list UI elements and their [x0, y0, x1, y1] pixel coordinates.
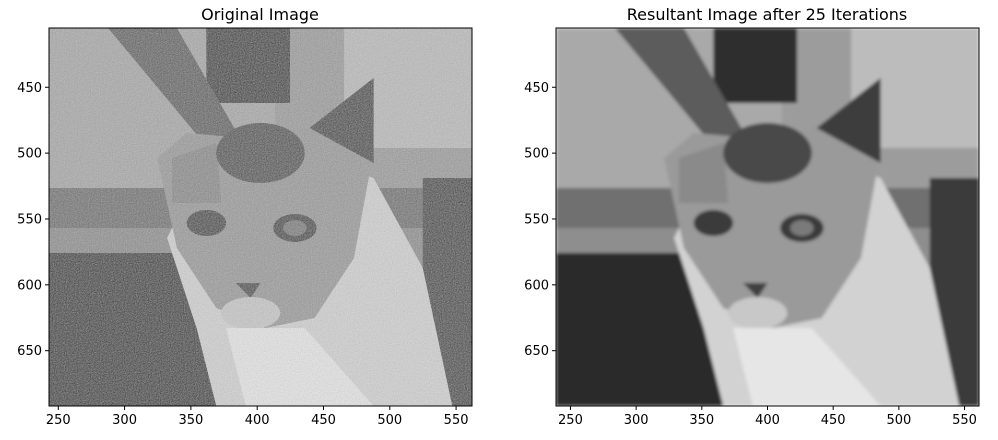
- denoised-cat-image: [556, 28, 979, 406]
- panel-result: Resultant Image after 25 Iterations 250 3…: [524, 5, 980, 428]
- axes: 250 300 350 400 450 500 550 450 500 550 600 650: [17, 81, 468, 428]
- x-tick-label: 500: [377, 413, 402, 428]
- y-tick-label: 500: [17, 147, 42, 162]
- panel-original: Original Image 250 300 350 400 450 500 550 450 5…: [17, 5, 473, 428]
- x-tick-label: 400: [245, 413, 270, 428]
- x-tick-label: 550: [444, 413, 469, 428]
- x-tick-label: 400: [755, 413, 780, 428]
- axes: 250 300 350 400 450 500 550 450 500 550 600 650: [524, 81, 977, 428]
- x-tick-label: 450: [821, 413, 846, 428]
- x-tick-label: 250: [558, 413, 583, 428]
- y-tick-label: 600: [17, 278, 42, 293]
- y-tick-label: 550: [17, 212, 42, 227]
- y-tick-label: 650: [17, 344, 42, 359]
- x-tick-label: 450: [311, 413, 336, 428]
- x-tick-label: 350: [178, 413, 203, 428]
- x-tick-label: 300: [112, 413, 137, 428]
- y-tick-label: 450: [524, 81, 549, 96]
- y-tick-label: 600: [524, 278, 549, 293]
- panel-title: Resultant Image after 25 Iterations: [627, 5, 908, 24]
- panel-title: Original Image: [201, 5, 319, 24]
- x-tick-label: 550: [952, 413, 977, 428]
- noisy-cat-image: [49, 28, 472, 406]
- x-tick-label: 250: [46, 413, 71, 428]
- y-tick-label: 500: [524, 147, 549, 162]
- y-tick-label: 550: [524, 212, 549, 227]
- x-tick-label: 300: [624, 413, 649, 428]
- y-tick-label: 650: [524, 344, 549, 359]
- y-tick-label: 450: [17, 81, 42, 96]
- x-tick-label: 350: [689, 413, 714, 428]
- axes-frame: [48, 27, 473, 407]
- x-tick-label: 500: [886, 413, 911, 428]
